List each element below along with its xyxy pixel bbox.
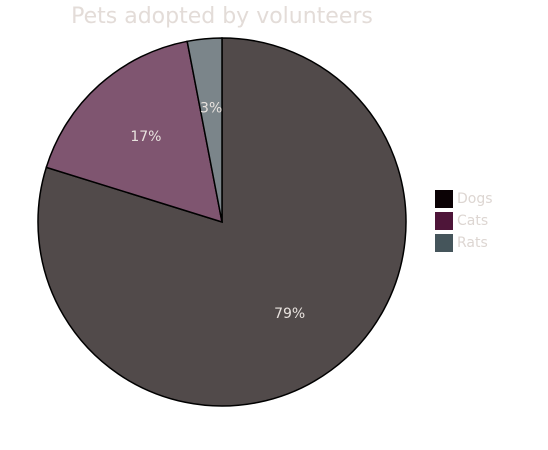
legend-swatch-rats bbox=[435, 234, 453, 252]
data-label-cats: 17% bbox=[130, 129, 161, 145]
legend-item-rats: Rats bbox=[435, 232, 493, 254]
legend-label-cats: Cats bbox=[457, 213, 489, 229]
legend-label-dogs: Dogs bbox=[457, 191, 493, 207]
pie-slice-dogs bbox=[37, 37, 407, 407]
legend-swatch-dogs bbox=[435, 190, 453, 208]
data-label-rats: 3% bbox=[200, 100, 222, 116]
legend-item-cats: Cats bbox=[435, 210, 493, 232]
legend-label-rats: Rats bbox=[457, 235, 488, 251]
legend-swatch-cats bbox=[435, 212, 453, 230]
pie-slice-rats bbox=[186, 37, 223, 223]
pie-slices bbox=[37, 37, 407, 407]
pie-data-labels: 79% 17% 3% bbox=[130, 100, 305, 321]
data-label-dogs: 79% bbox=[274, 306, 305, 322]
chart-legend: Dogs Cats Rats bbox=[435, 188, 493, 254]
legend-item-dogs: Dogs bbox=[435, 188, 493, 210]
chart-title: Pets adopted by volunteers bbox=[71, 4, 373, 29]
pie-slice-cats bbox=[45, 40, 223, 224]
